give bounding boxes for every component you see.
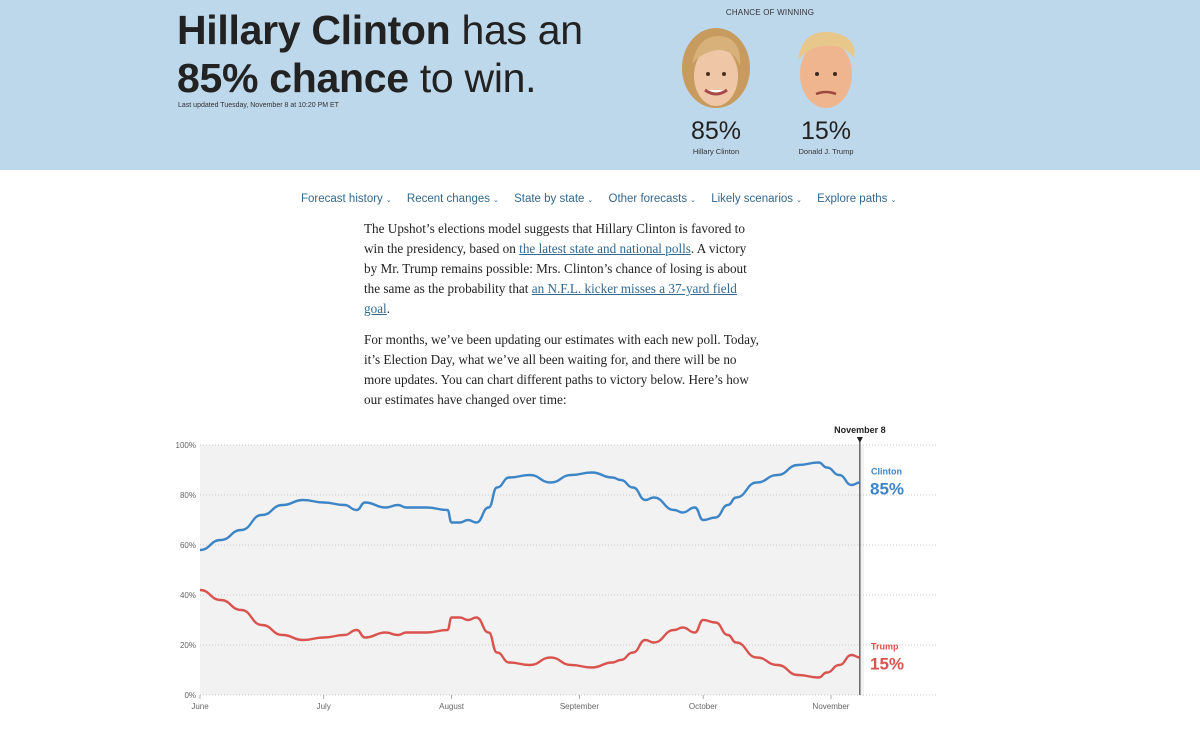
y-tick-label: 100%	[176, 441, 196, 450]
trump-name: Donald J. Trump	[798, 147, 854, 156]
nfl-kicker-link[interactable]: an N.F.L. kicker misses a 37-yard field …	[364, 281, 737, 316]
y-tick-label: 60%	[180, 541, 196, 550]
header-banner: Hillary Clinton has an 85% chance to win.…	[0, 0, 1200, 170]
marker-arrow	[856, 437, 863, 443]
y-tick-label: 40%	[180, 591, 196, 600]
section-nav: Forecast history Recent changes State by…	[301, 193, 908, 205]
nav-other-forecasts[interactable]: Other forecasts	[609, 193, 697, 205]
x-tick-label: September	[560, 702, 599, 711]
nav-forecast-history[interactable]: Forecast history	[301, 193, 392, 205]
clinton-portrait	[682, 28, 750, 108]
trump-portrait	[798, 31, 855, 108]
nav-recent-changes[interactable]: Recent changes	[407, 193, 499, 205]
marker-label: November 8	[834, 425, 886, 435]
paragraph-1: The Upshot’s elections model suggests th…	[364, 221, 747, 316]
article-body: The Upshot’s elections model suggests th…	[364, 219, 760, 421]
nav-explore-paths[interactable]: Explore paths	[817, 193, 896, 205]
candidate-clinton: 85% Hillary Clinton	[666, 24, 766, 156]
x-tick-label: October	[689, 702, 718, 711]
nav-likely-scenarios[interactable]: Likely scenarios	[711, 193, 802, 205]
headline-chance: 85% chance	[177, 55, 409, 101]
forecast-chart: 0% 20% 40% 60% 80% 100% June July August Septembe…	[176, 425, 936, 711]
plot-area	[200, 445, 864, 695]
x-tick-label: July	[317, 702, 331, 711]
y-tick-label: 80%	[180, 491, 196, 500]
nav-state-by-state[interactable]: State by state	[514, 193, 593, 205]
series-name-clinton: Clinton	[871, 467, 902, 477]
clinton-name: Hillary Clinton	[692, 147, 740, 156]
headline-mid: has an	[450, 7, 584, 53]
headline-end: to win.	[408, 55, 537, 101]
x-tick-label: November	[813, 702, 850, 711]
series-name-trump: Trump	[871, 642, 899, 652]
latest-polls-link[interactable]: the latest state and national polls	[519, 241, 691, 256]
series-line-trump	[199, 588, 860, 679]
trump-pct: 15%	[800, 117, 852, 145]
candidate-trump: 15% Donald J. Trump	[776, 24, 876, 156]
series-end-label-trump: 15%	[870, 655, 904, 674]
x-tick-label: August	[439, 702, 465, 711]
chance-of-winning-label: CHANCE OF WINNING	[725, 8, 815, 17]
paragraph-2: For months, we’ve been updating our esti…	[364, 332, 759, 407]
y-tick-label: 20%	[180, 641, 196, 650]
series-line-clinton	[199, 461, 860, 552]
clinton-pct: 85%	[690, 117, 742, 145]
last-updated: Last updated Tuesday, November 8 at 10:2…	[178, 102, 339, 109]
x-tick-label: June	[191, 702, 209, 711]
headline-name: Hillary Clinton	[177, 7, 451, 53]
series-end-label-clinton: 85%	[870, 480, 904, 499]
headline: Hillary Clinton has an 85% chance to win.	[177, 6, 647, 102]
y-tick-label: 0%	[184, 691, 196, 700]
